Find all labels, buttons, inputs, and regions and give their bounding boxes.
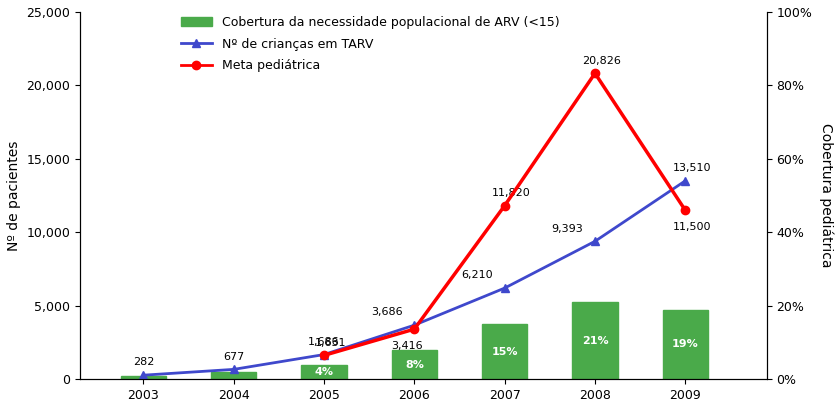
Text: 4%: 4% — [314, 367, 333, 377]
Bar — [302, 365, 347, 379]
Text: 11,820: 11,820 — [492, 188, 531, 198]
Text: 3,686: 3,686 — [370, 308, 402, 317]
Legend: Cobertura da necessidade populacional de ARV (<15), Nº de crianças em TARV, Meta: Cobertura da necessidade populacional de… — [176, 11, 564, 77]
Text: 9,393: 9,393 — [551, 224, 583, 234]
Bar — [572, 302, 617, 379]
Bar — [211, 372, 256, 379]
Bar — [663, 310, 708, 379]
Text: 282: 282 — [133, 357, 154, 367]
Text: 15%: 15% — [491, 347, 518, 357]
Text: 13,510: 13,510 — [673, 163, 711, 173]
Bar — [121, 375, 166, 379]
Y-axis label: Cobertura pediátrica: Cobertura pediátrica — [818, 124, 833, 268]
Bar — [482, 324, 528, 379]
Text: 8%: 8% — [405, 360, 423, 370]
Text: 1,631: 1,631 — [315, 338, 347, 348]
Bar — [391, 350, 437, 379]
Text: 19%: 19% — [672, 339, 699, 349]
Text: 1,686: 1,686 — [308, 337, 340, 347]
Text: 20,826: 20,826 — [582, 56, 622, 65]
Text: 11,500: 11,500 — [673, 222, 711, 232]
Text: 21%: 21% — [581, 336, 608, 346]
Y-axis label: Nº de pacientes: Nº de pacientes — [7, 140, 21, 251]
Text: 3,416: 3,416 — [391, 341, 423, 351]
Text: 677: 677 — [223, 352, 244, 362]
Text: 6,210: 6,210 — [461, 270, 493, 280]
